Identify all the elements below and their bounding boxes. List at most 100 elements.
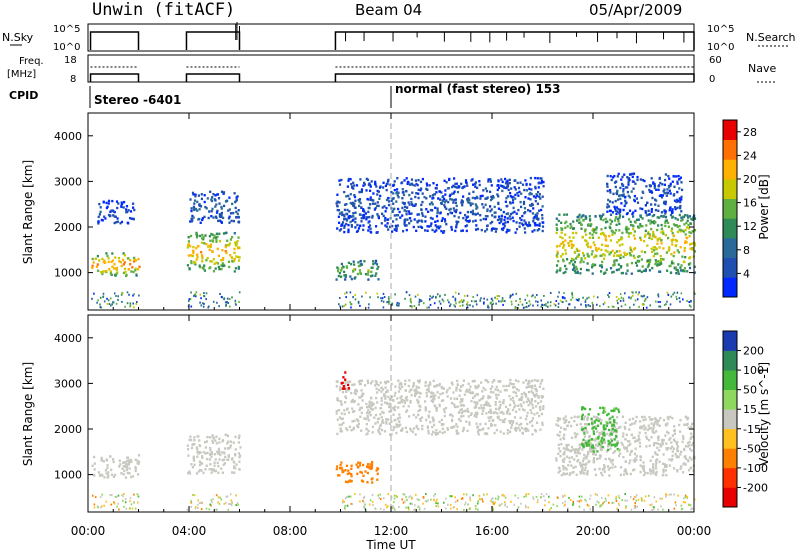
echo-cell (596, 416, 599, 420)
echo-cell (629, 297, 632, 300)
echo-cell (391, 303, 393, 306)
echo-cell (520, 405, 523, 408)
echo-cell (432, 398, 435, 401)
echo-cell (445, 199, 448, 202)
echo-cell (644, 418, 647, 421)
echo-cell (612, 451, 615, 454)
colorbar-cell (723, 428, 737, 449)
echo-cell (459, 305, 461, 307)
echo-cell (224, 455, 227, 458)
echo-cell (388, 405, 391, 409)
echo-cell (340, 211, 343, 214)
echo-cell (527, 209, 530, 212)
echo-cell (649, 222, 652, 225)
echo-cell (594, 473, 597, 477)
echo-cell (203, 242, 206, 245)
echo-cell (446, 428, 449, 431)
echo-cell (618, 229, 621, 232)
echo-cell (425, 208, 428, 211)
echo-cell (335, 278, 338, 281)
echo-cell (358, 396, 361, 399)
echo-cell (390, 395, 393, 398)
echo-cell (476, 430, 480, 434)
echo-cell (621, 182, 624, 186)
echo-cell (677, 174, 680, 178)
echo-cell (659, 417, 662, 420)
echo-cell (693, 229, 697, 232)
echo-cell (450, 228, 453, 231)
echo-cell (631, 172, 634, 175)
echo-cell (417, 213, 421, 216)
echo-cell (512, 399, 515, 403)
echo-cell (610, 421, 613, 424)
echo-cell (367, 306, 370, 309)
echo-cell (386, 506, 388, 509)
echo-cell (653, 187, 656, 190)
echo-cell (223, 462, 227, 465)
echo-cell (615, 259, 618, 262)
echo-cell (417, 386, 420, 389)
echo-cell (340, 228, 343, 231)
echo-cell (343, 230, 346, 234)
echo-cell (416, 213, 419, 216)
echo-cell (477, 508, 479, 511)
echo-cell (657, 442, 660, 445)
echo-cell (130, 270, 133, 273)
echo-cell (351, 407, 354, 410)
echo-cell (667, 184, 671, 188)
echo-cell (210, 199, 214, 203)
echo-cell (335, 202, 338, 205)
echo-cell (534, 395, 537, 398)
echo-cell (475, 422, 478, 425)
echo-cell (507, 384, 511, 387)
echo-cell (100, 474, 103, 477)
echo-cell (502, 432, 505, 435)
echo-cell (486, 215, 489, 218)
echo-cell (658, 261, 661, 265)
echo-cell (425, 388, 429, 392)
echo-cell (577, 299, 580, 302)
echo-cell (682, 437, 685, 440)
echo-cell (659, 497, 661, 500)
echo-cell (610, 229, 613, 232)
echo-cell (238, 468, 241, 471)
echo-cell (652, 466, 655, 470)
echo-cell (375, 259, 378, 263)
echo-cell (583, 453, 586, 457)
echo-cell (344, 469, 347, 472)
echo-cell (368, 220, 371, 223)
echo-cell (651, 214, 654, 218)
echo-cell (376, 401, 379, 404)
echo-cell (426, 188, 429, 191)
echo-cell (237, 265, 240, 269)
echo-cell (125, 507, 128, 510)
echo-cell (497, 380, 500, 383)
echo-cell (521, 303, 524, 306)
echo-cell (485, 228, 489, 231)
echo-cell (340, 178, 343, 182)
echo-cell (666, 191, 669, 194)
echo-cell (358, 464, 362, 467)
echo-cell (686, 441, 690, 445)
echo-cell (562, 436, 565, 439)
echo-cell (347, 411, 351, 414)
echo-cell (549, 304, 552, 307)
echo-cell (609, 213, 613, 216)
echo-cell (622, 455, 625, 459)
echo-cell (435, 406, 438, 410)
echo-cell (676, 298, 678, 301)
echo-cell (583, 472, 586, 475)
echo-cell (682, 230, 685, 233)
echo-cell (464, 503, 466, 506)
echo-cell (534, 428, 537, 432)
echo-cell (617, 172, 620, 176)
echo-cell (673, 439, 676, 443)
echo-cell (529, 303, 532, 306)
echo-cell (531, 386, 534, 390)
echo-cell (540, 177, 543, 180)
echo-cell (410, 301, 412, 304)
echo-cell (532, 498, 535, 500)
echo-cell (631, 212, 634, 216)
echo-cell (503, 218, 506, 222)
echo-cell (107, 260, 110, 264)
